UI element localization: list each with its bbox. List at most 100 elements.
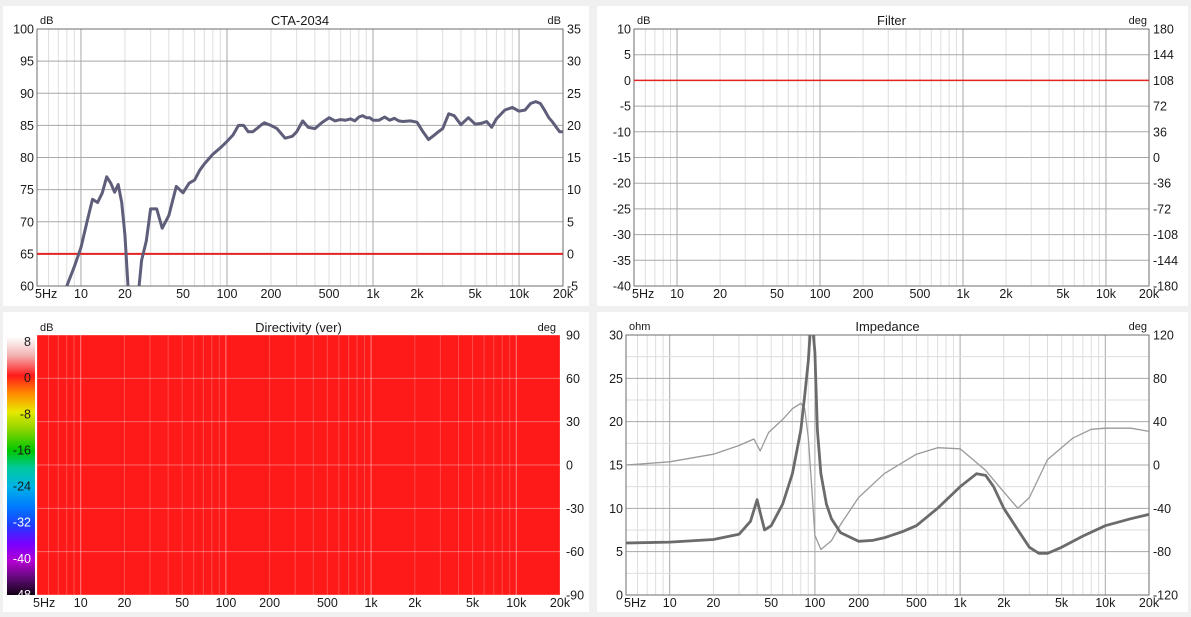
y2-tick-label: -36 (1153, 177, 1171, 191)
y-tick-label: 60 (20, 280, 34, 294)
x-tick-label: 10 (670, 287, 684, 301)
y2-tick-label: -40 (1153, 502, 1171, 516)
x-tick-label: 20 (706, 596, 720, 610)
y2-tick-label: 30 (566, 415, 580, 429)
y2-tick-label: -72 (1153, 202, 1171, 216)
y2-tick-label: 0 (1153, 459, 1160, 473)
y-tick-label: -40 (613, 280, 631, 294)
left-unit-label: dB (40, 15, 53, 27)
x-tick-label: 20 (117, 596, 131, 610)
y2-tick-label: 0 (567, 247, 574, 261)
x-tick-label: 20k (1139, 596, 1160, 610)
x-tick-label: 20 (713, 287, 727, 301)
y-tick-label: 15 (609, 459, 623, 473)
y2-tick-label: 0 (566, 459, 573, 473)
y2-tick-label: 144 (1153, 48, 1174, 62)
right-unit-label: dB (548, 15, 561, 27)
y-tick-label: 100 (13, 23, 34, 37)
x-tick-label: 5Hz (624, 596, 646, 610)
colorbar-tick-label: -16 (13, 443, 31, 457)
y-tick-label: 95 (20, 55, 34, 69)
plot-frame (633, 28, 1150, 287)
left-unit-label: ohm (629, 321, 650, 333)
colorbar-tick-label: -32 (13, 516, 31, 530)
x-tick-label: 500 (910, 287, 931, 301)
chart-title: CTA-2034 (271, 13, 329, 28)
colorbar-tick-label: -48 (13, 588, 31, 602)
y2-tick-label: -120 (1153, 589, 1178, 603)
x-tick-label: 100 (215, 596, 236, 610)
y2-tick-label: 15 (567, 151, 581, 165)
impedance-magnitude-curve (626, 335, 1149, 555)
y-tick-label: 90 (20, 87, 34, 101)
x-tick-label: 20k (1139, 287, 1160, 301)
x-tick-label: 2k (999, 287, 1013, 301)
x-tick-label: 10 (663, 596, 677, 610)
y-tick-label: -25 (613, 202, 631, 216)
y2-tick-label: -5 (567, 280, 578, 294)
x-tick-label: 200 (853, 287, 874, 301)
chart-title: Directivity (ver) (255, 320, 342, 335)
y-tick-label: 30 (609, 329, 623, 343)
plot-frame (36, 28, 564, 287)
y-tick-label: 10 (609, 502, 623, 516)
y-tick-label: -30 (613, 228, 631, 242)
x-tick-label: 5k (468, 287, 482, 301)
y-tick-label: 80 (20, 151, 34, 165)
y-tick-label: -10 (613, 125, 631, 139)
y2-tick-label: 80 (1153, 372, 1167, 386)
x-tick-label: 1k (956, 287, 970, 301)
y2-tick-label: 0 (1153, 151, 1160, 165)
filter-panel: 5Hz 10 20 50 100 200 500 1k 2k 5k 10k 20k 10 5 0 -5 -10-… (597, 6, 1188, 306)
x-tick-label: 10 (74, 596, 88, 610)
x-tick-label: 1k (366, 287, 380, 301)
x-tick-label: 5Hz (35, 287, 57, 301)
x-tick-label: 1k (953, 596, 967, 610)
colorbar-tick-label: 8 (24, 335, 31, 349)
left-unit-label: dB (637, 15, 650, 27)
colorbar-tick-label: -8 (20, 407, 31, 421)
x-tick-label: 5k (466, 596, 480, 610)
response-curve-segment-0 (65, 175, 131, 286)
y2-tick-label: -30 (566, 502, 584, 516)
y-tick-label: 10 (617, 23, 631, 37)
y2-tick-label: 20 (567, 119, 581, 133)
x-tick-label: 2k (408, 596, 422, 610)
x-tick-label: 5k (1055, 596, 1069, 610)
directivity-chart: 5Hz 10 20 50 100 200 500 1k 2k 5k 10k 20k 90 60 30 0 -30… (7, 320, 584, 610)
y2-tick-label: 60 (566, 372, 580, 386)
y-tick-label: 25 (609, 372, 623, 386)
y2-tick-label: -80 (1153, 545, 1171, 559)
y2-tick-label: 5 (567, 215, 574, 229)
y-tick-label: 85 (20, 119, 34, 133)
y2-tick-label: 30 (567, 55, 581, 69)
left-unit-label: dB (40, 322, 53, 334)
colorbar-tick-label: 0 (24, 371, 31, 385)
response-curve-segment-1 (137, 100, 563, 286)
x-tick-label: 50 (175, 596, 189, 610)
right-unit-label: deg (538, 322, 556, 334)
chart-title: Impedance (855, 319, 919, 334)
x-tick-label: 5Hz (33, 596, 55, 610)
y-tick-label: 0 (616, 589, 623, 603)
colorbar-tick-label: -24 (13, 480, 31, 494)
chart-title: Filter (877, 13, 907, 28)
y-tick-label: -5 (620, 100, 631, 114)
x-tick-label: 10k (506, 596, 527, 610)
y2-tick-label: 108 (1153, 74, 1174, 88)
x-tick-label: 5Hz (632, 287, 654, 301)
y2-tick-label: -108 (1153, 228, 1178, 242)
x-tick-label: 20 (118, 287, 132, 301)
y2-tick-label: 40 (1153, 415, 1167, 429)
y-tick-label: 65 (20, 247, 34, 261)
x-tick-label: 2k (997, 596, 1011, 610)
x-tick-label: 10k (1096, 287, 1117, 301)
y-tick-label: -15 (613, 151, 631, 165)
x-tick-label: 500 (906, 596, 927, 610)
y2-tick-label: 36 (1153, 125, 1167, 139)
x-tick-label: 500 (317, 596, 338, 610)
x-tick-label: 20k (550, 596, 571, 610)
y2-tick-label: 35 (567, 23, 581, 37)
x-tick-label: 10k (1095, 596, 1116, 610)
x-tick-label: 100 (804, 596, 825, 610)
